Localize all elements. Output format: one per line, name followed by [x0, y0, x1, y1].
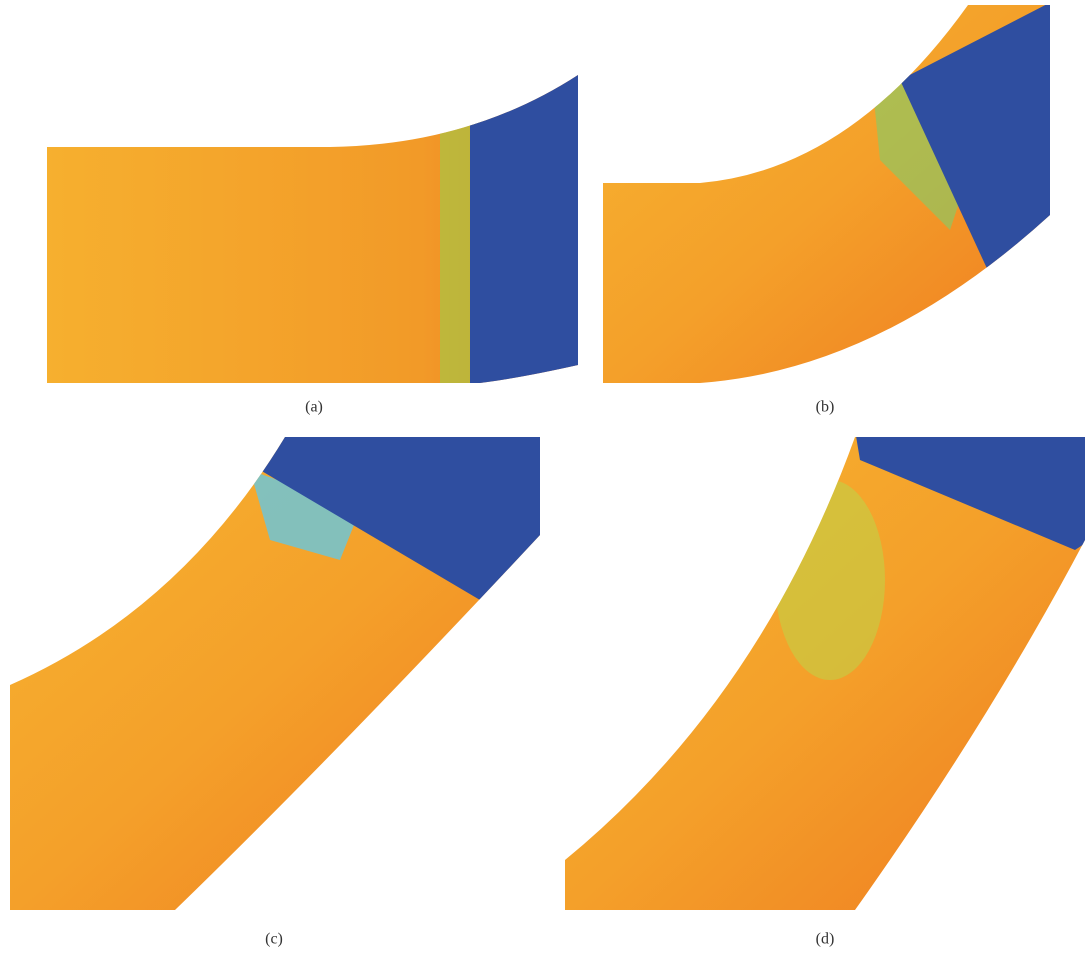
panel-d-image — [560, 430, 1085, 915]
panel-label: (b) — [816, 399, 835, 416]
panel-label: (c) — [265, 931, 283, 948]
panel-b-image — [600, 0, 1055, 390]
panel-label: (a) — [305, 399, 323, 416]
figure: (a) (b) (c) (d) — [0, 0, 1085, 953]
panel-label: (d) — [816, 931, 835, 948]
panel-c-image — [5, 430, 545, 915]
panel-a-image — [40, 70, 590, 390]
